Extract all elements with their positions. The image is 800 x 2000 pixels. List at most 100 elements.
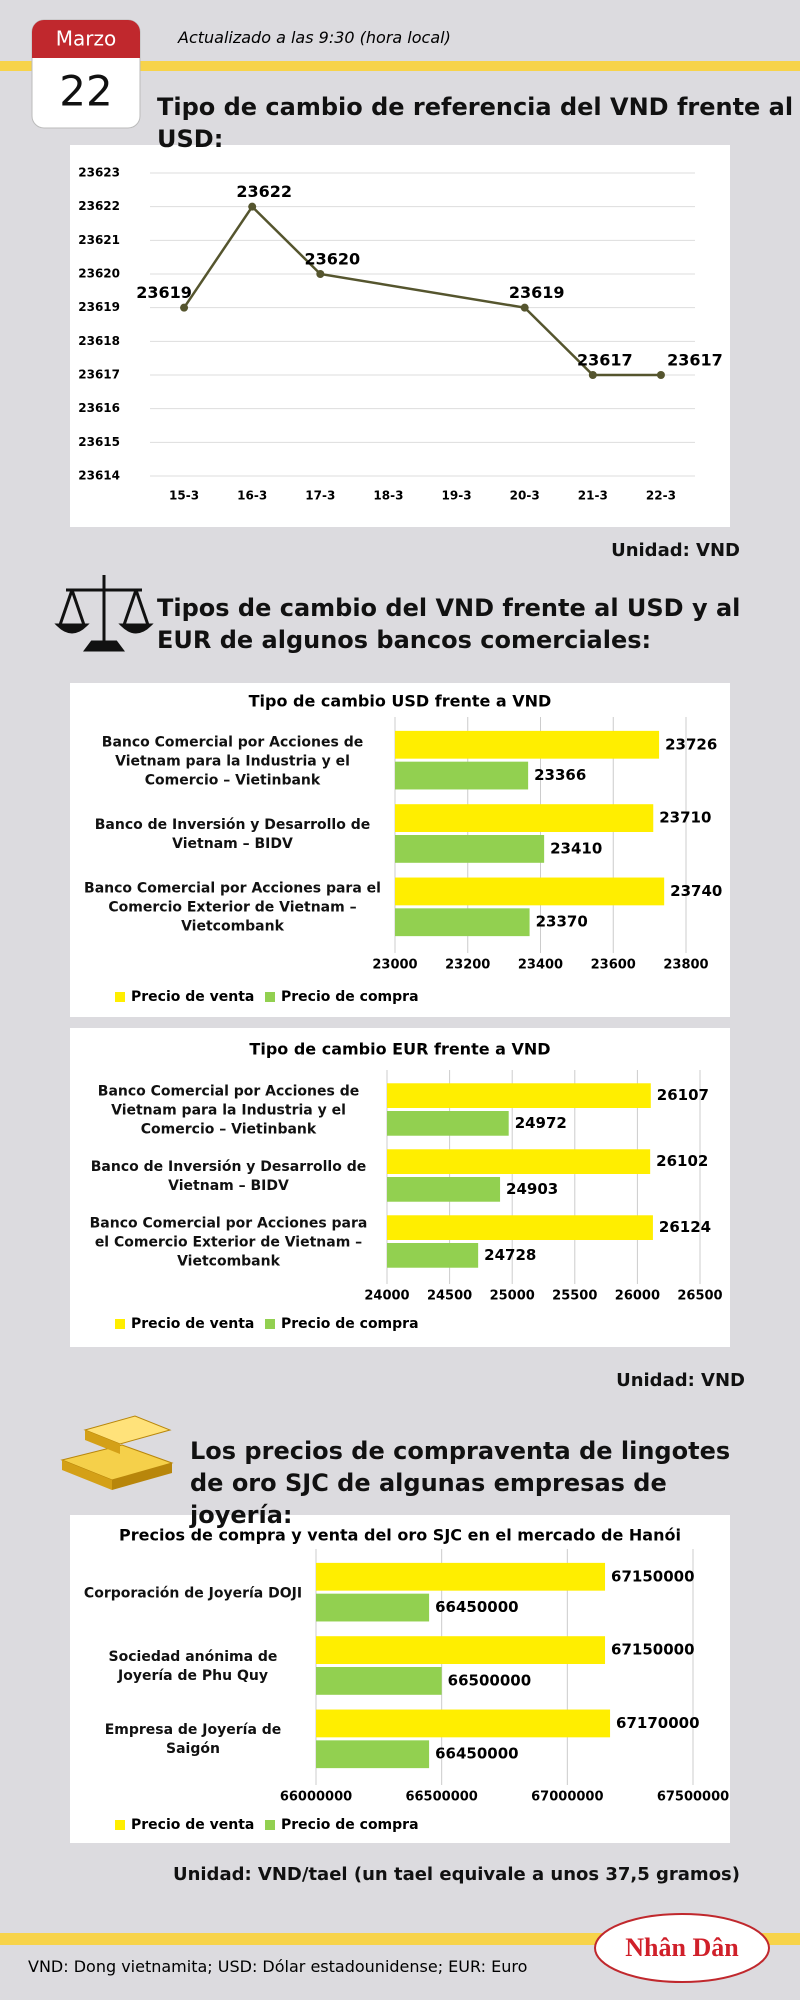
point — [180, 303, 189, 312]
data-label: 23726 — [665, 735, 717, 753]
x-tick-label: 22-3 — [646, 489, 676, 503]
y-tick-label: Banco Comercial por Acciones de Vietnam … — [101, 734, 364, 789]
section-title: Los precios de compraventa de lingotes d… — [190, 1437, 731, 1529]
y-tick-label: 23615 — [78, 435, 120, 449]
data-label: 23410 — [550, 839, 602, 857]
legend-label: Precio de venta — [131, 989, 254, 1005]
legend-swatch — [265, 992, 275, 1002]
data-label: 23619 — [136, 283, 192, 302]
x-tick-label: 15-3 — [169, 489, 199, 503]
point — [520, 303, 529, 312]
bar — [395, 908, 530, 937]
logo: Nhân Dân — [625, 1933, 739, 1962]
bar — [387, 1177, 501, 1202]
data-label: 66500000 — [448, 1671, 531, 1689]
y-tick-label: Banco Comercial por Acciones de Vietnam … — [97, 1083, 360, 1138]
data-label: 23620 — [304, 250, 360, 269]
x-tick-label: 23800 — [663, 958, 708, 973]
y-tick-label: Banco de Inversión y Desarrollo de Vietn… — [90, 1159, 367, 1194]
section-title: Tipo de cambio de referencia del VND fre… — [157, 93, 794, 153]
data-label: 67170000 — [616, 1714, 700, 1732]
y-tick-label: Banco de Inversión y Desarrollo de Vietn… — [94, 817, 371, 852]
data-label: 66450000 — [435, 1598, 518, 1616]
section-title: Tipos de cambio del VND frente al USD y … — [157, 594, 741, 654]
y-tick-label: 23617 — [78, 368, 120, 382]
bar — [387, 1083, 651, 1108]
bar — [316, 1740, 430, 1769]
legend-label: Precio de venta — [131, 1817, 254, 1833]
chart-title: Tipo de cambio USD frente a VND — [249, 692, 552, 711]
bar — [316, 1709, 611, 1738]
data-label: 23619 — [509, 283, 565, 302]
legend-swatch — [265, 1820, 275, 1830]
y-tick-label: Corporación de Joyería DOJI — [83, 1585, 303, 1602]
legend-label: Precio de compra — [281, 1316, 419, 1332]
bar — [387, 1111, 509, 1136]
legend-label: Precio de venta — [131, 1316, 254, 1332]
x-tick-label: 66000000 — [280, 1790, 352, 1805]
x-tick-label: 67000000 — [531, 1790, 603, 1805]
data-label: 24972 — [515, 1114, 567, 1132]
x-tick-label: 23200 — [445, 958, 490, 973]
x-tick-label: 26000 — [615, 1289, 660, 1304]
bar — [395, 877, 665, 906]
y-tick-label: 23618 — [78, 334, 120, 348]
y-tick-label: 23623 — [78, 166, 120, 180]
data-label: 67150000 — [611, 1567, 695, 1585]
data-label: 23617 — [667, 351, 723, 370]
x-tick-label: 21-3 — [578, 489, 608, 503]
x-tick-label: 23600 — [591, 958, 636, 973]
y-tick-label: 23616 — [78, 401, 120, 415]
day: 22 — [59, 67, 112, 116]
data-label: 67150000 — [611, 1641, 695, 1659]
chart-title: Precios de compra y venta del oro SJC en… — [119, 1526, 681, 1545]
chart-title: Tipo de cambio EUR frente a VND — [249, 1040, 550, 1059]
y-tick-label: 23619 — [78, 300, 120, 314]
x-tick-label: 26500 — [677, 1289, 722, 1304]
bar — [316, 1667, 442, 1695]
legend-swatch — [115, 1820, 125, 1830]
updated: Actualizado a las 9:30 (hora local) — [178, 28, 451, 47]
bar — [395, 761, 529, 790]
y-tick-label: 23622 — [78, 199, 120, 213]
month: Marzo — [56, 27, 116, 51]
data-label: 23622 — [236, 182, 292, 201]
data-label: 24903 — [506, 1180, 558, 1198]
scale-icon — [54, 575, 154, 652]
date-badge-top — [32, 20, 140, 58]
data-label: 23370 — [536, 913, 588, 931]
point — [316, 270, 325, 278]
y-tick-label: 23620 — [78, 267, 120, 281]
gold-icon — [60, 1415, 174, 1490]
y-tick-label: Banco Comercial por Acciones para el Com… — [84, 880, 381, 935]
x-tick-label: 67500000 — [657, 1790, 729, 1805]
data-label: 23366 — [534, 766, 586, 784]
legend-swatch — [265, 1319, 275, 1329]
bar — [387, 1215, 653, 1240]
point — [248, 202, 257, 211]
x-tick-label: 24500 — [427, 1289, 472, 1304]
data-label: 26107 — [657, 1086, 709, 1104]
chart-box — [70, 145, 730, 527]
x-tick-label: 25000 — [490, 1289, 535, 1304]
bar — [387, 1149, 651, 1174]
y-tick-label: Empresa de Joyería de Saigón — [104, 1722, 282, 1758]
legend-swatch — [115, 992, 125, 1002]
point — [656, 371, 665, 379]
x-tick-label: 66500000 — [405, 1790, 477, 1805]
x-tick-label: 23400 — [518, 958, 563, 973]
x-tick-label: 18-3 — [373, 489, 403, 503]
data-label: 23740 — [670, 882, 722, 900]
x-tick-label: 19-3 — [442, 489, 472, 503]
x-tick-label: 20-3 — [510, 489, 540, 503]
footer-note: VND: Dong vietnamita; USD: Dólar estadou… — [28, 1957, 528, 1976]
x-tick-label: 17-3 — [305, 489, 335, 503]
data-label: 66450000 — [435, 1745, 518, 1763]
top-stripe — [0, 61, 800, 71]
data-label: 24728 — [484, 1246, 536, 1264]
bar — [316, 1593, 430, 1622]
data-label: 23617 — [577, 351, 633, 370]
unit: Unidad: VND — [611, 540, 740, 561]
line — [183, 204, 661, 377]
